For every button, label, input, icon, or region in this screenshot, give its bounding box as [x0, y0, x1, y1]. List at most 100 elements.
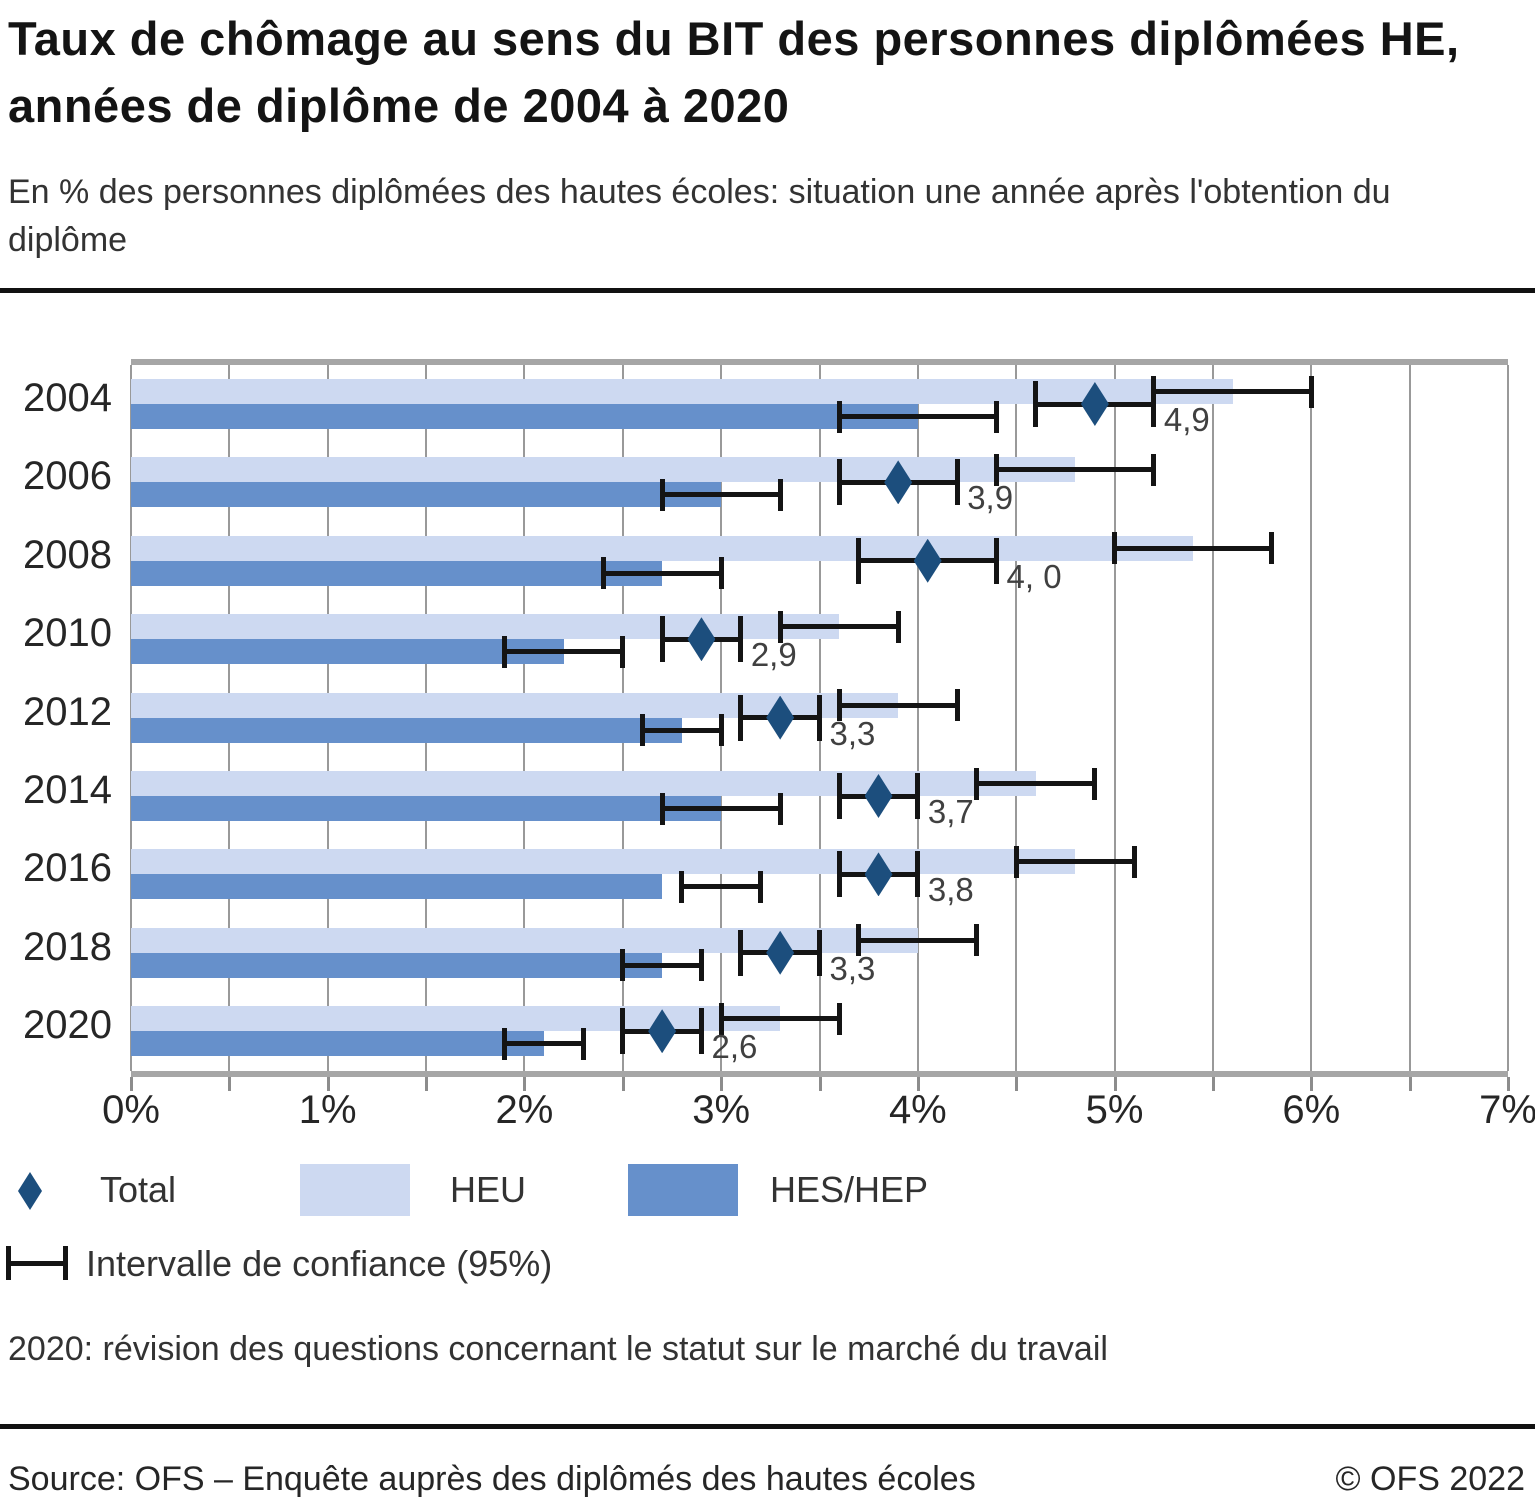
axis-tick-5.5 — [1211, 1077, 1215, 1091]
ci-heu-2006-cap-right — [1151, 453, 1157, 486]
ci-heu-2012-cap-left — [836, 689, 842, 722]
x-tick-label-0pct: 0% — [102, 1088, 160, 1132]
ci-hes-hep-2016-cap-right — [757, 870, 763, 903]
total-diamond-icon — [18, 1172, 42, 1210]
chart-plot-area: 4,9 3,9 4, 0 2,9 3,3 3,7 3,8 3,3 2,6 — [130, 359, 1510, 1091]
ci-total-2016-cap-left — [836, 851, 842, 898]
copyright-text: © OFS 2022 — [1335, 1460, 1525, 1498]
bar-hes-hep-2010 — [131, 639, 564, 665]
ci-total-2008-cap-right — [994, 537, 1000, 584]
page-subtitle: En % des personnes diplômées des hautes … — [8, 173, 1391, 260]
year-label-2006: 2006 — [23, 454, 112, 499]
axis-tick-7 — [1507, 1077, 1510, 1091]
ci-hes-hep-2018-cap-right — [698, 949, 704, 982]
source-text: Source: OFS – Enquête auprès des diplômé… — [8, 1460, 976, 1498]
gridline-6 — [1310, 365, 1313, 1071]
ci-hes-hep-2020-line — [504, 1041, 584, 1047]
hes-hep-swatch — [628, 1164, 738, 1216]
ci-heu-2016-cap-left — [1013, 845, 1019, 878]
bar-heu-2020 — [131, 1006, 781, 1032]
total-value-label-2010: 2,9 — [750, 636, 797, 674]
year-label-2012: 2012 — [23, 689, 112, 734]
ci-hes-hep-2020-cap-left — [502, 1027, 508, 1060]
ci-total-2018-cap-right — [817, 929, 822, 976]
x-tick-label-5pct: 5% — [1085, 1088, 1144, 1132]
ci-total-2012-cap-left — [738, 694, 744, 741]
gridline-4.5 — [1015, 365, 1018, 1071]
ci-hes-hep-2006-cap-left — [659, 478, 665, 511]
ci-heu-2012-line — [839, 702, 958, 708]
ci-heu-2006-cap-left — [994, 453, 1000, 486]
bar-heu-2004 — [131, 379, 1233, 404]
ci-heu-2014-line — [976, 781, 1095, 786]
axis-tick-4 — [916, 1077, 920, 1091]
bar-hes-hep-2014 — [131, 796, 722, 821]
heu-swatch — [300, 1164, 410, 1216]
ci-heu-2016-cap-right — [1131, 845, 1137, 878]
ci-hes-hep-2008-cap-right — [718, 557, 724, 590]
ci-hes-hep-2016-cap-left — [679, 870, 685, 903]
bar-heu-2006 — [131, 457, 1076, 483]
axis-tick-0 — [130, 1077, 133, 1091]
axis-tick-0.5 — [228, 1077, 232, 1091]
ci-heu-2012-cap-right — [954, 689, 960, 722]
x-tick-label-2pct: 2% — [495, 1088, 554, 1132]
footer-divider — [0, 1424, 1535, 1429]
axis-tick-6.5 — [1408, 1077, 1412, 1091]
ci-total-2014-cap-right — [915, 773, 921, 819]
total-value-label-2016: 3,8 — [927, 871, 974, 909]
axis-tick-6 — [1310, 1077, 1314, 1091]
ci-heu-2010-cap-right — [895, 610, 901, 643]
ci-total-2006-cap-left — [836, 459, 842, 506]
ci-total-2018-cap-left — [738, 929, 744, 976]
gridline-4 — [916, 365, 919, 1071]
ci-heu-2016-line — [1016, 859, 1135, 865]
ci-total-2016-cap-right — [915, 851, 921, 898]
x-tick-label-4pct: 4% — [888, 1088, 947, 1132]
ci-heu-2006-line — [996, 467, 1154, 473]
ci-heu-2018-cap-right — [974, 924, 980, 957]
ci-hes-hep-2012-cap-right — [718, 714, 724, 747]
axis-tick-3.5 — [818, 1077, 822, 1091]
ci-heu-2020-line — [721, 1016, 840, 1022]
bar-heu-2014 — [131, 771, 1036, 796]
total-value-label-2004: 4,9 — [1163, 401, 1210, 438]
legend-label-confidence-interval: Intervalle de confiance (95%) — [86, 1243, 553, 1284]
ci-hes-hep-2004-line — [839, 414, 997, 419]
ci-heu-2004-cap-right — [1308, 375, 1314, 408]
bar-hes-hep-2012 — [131, 717, 682, 743]
gridline-5.5 — [1211, 365, 1214, 1071]
axis-tick-2.5 — [621, 1077, 625, 1091]
bar-hes-hep-2006 — [131, 482, 722, 508]
bar-heu-2008 — [131, 535, 1194, 561]
ci-hes-hep-2020-cap-right — [580, 1027, 586, 1060]
ci-hes-hep-2006-line — [662, 492, 781, 498]
page-title: Taux de chômage au sens du BIT des perso… — [8, 12, 1460, 132]
ci-heu-2008-cap-left — [1112, 532, 1118, 565]
bar-heu-2018 — [131, 927, 918, 953]
total-value-label-2018: 3,3 — [829, 949, 876, 987]
year-label-2008: 2008 — [23, 532, 112, 577]
ci-hes-hep-2018-line — [622, 962, 702, 968]
axis-tick-1 — [326, 1077, 330, 1091]
gridline-7 — [1507, 365, 1509, 1071]
ci-heu-2010-cap-left — [777, 610, 783, 643]
footnote: 2020: révision des questions concernant … — [8, 1330, 1108, 1368]
ci-hes-hep-2012-line — [642, 727, 722, 733]
ci-total-2012-cap-right — [817, 694, 822, 741]
ci-total-2006-cap-right — [954, 459, 960, 506]
ci-total-2010-cap-right — [738, 616, 744, 663]
ci-total-2004-cap-left — [1033, 381, 1039, 427]
ci-total-2010-cap-left — [659, 616, 665, 663]
ci-hes-hep-2012-cap-left — [639, 714, 645, 747]
ci-total-2014-cap-left — [836, 773, 842, 819]
ci-hes-hep-2016-line — [681, 884, 761, 890]
ci-hes-hep-2008-cap-left — [600, 557, 606, 590]
total-value-label-2006: 3,9 — [967, 479, 1014, 517]
x-tick-label-7pct: 7% — [1479, 1088, 1535, 1132]
ci-hes-hep-2006-cap-right — [777, 478, 783, 511]
bar-heu-2010 — [131, 614, 840, 640]
ci-heu-2004-line — [1153, 389, 1312, 394]
ci-heu-2018-line — [858, 937, 977, 943]
year-label-2018: 2018 — [23, 924, 112, 969]
